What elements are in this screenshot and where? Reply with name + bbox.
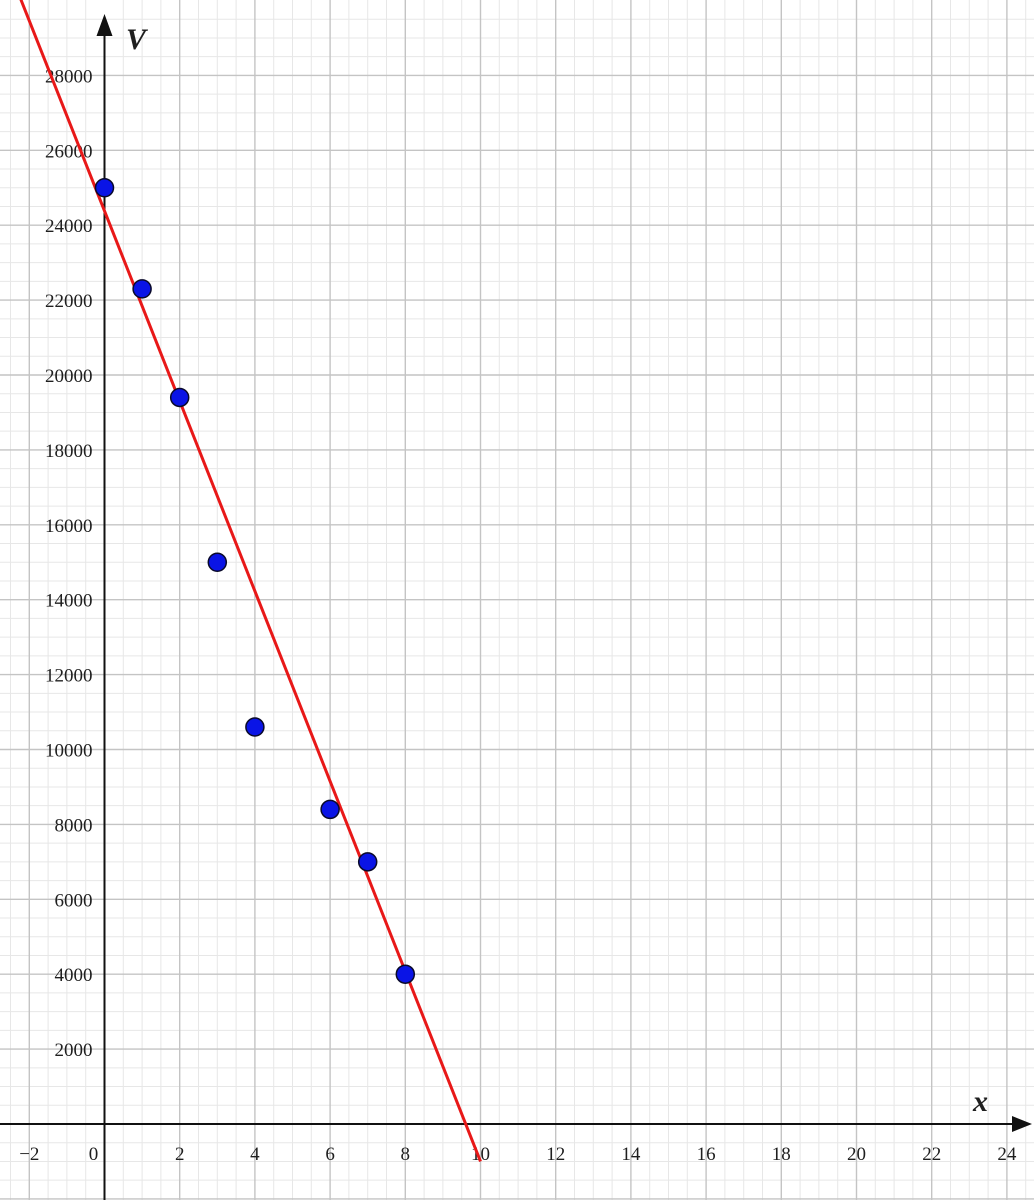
- data-point: [320, 799, 340, 820]
- x-tick-label: 2: [175, 1144, 185, 1165]
- y-tick-label: 4000: [55, 965, 93, 986]
- y-tick-label: 28000: [45, 66, 93, 87]
- tick-labels: −2 0 2 4 6 8 10 12 14 16 18 20 22 2420004000600080001…: [19, 66, 1017, 1165]
- x-tick-label: 4: [250, 1144, 260, 1165]
- y-tick-label: 8000: [55, 815, 93, 836]
- y-tick-label: 2000: [55, 1040, 93, 1061]
- data-point: [94, 178, 115, 198]
- y-tick-label: 14000: [45, 591, 93, 612]
- y-tick-label: 10000: [45, 741, 93, 762]
- x-tick-label: 12: [546, 1144, 565, 1165]
- data-point: [132, 279, 152, 299]
- x-axis-arrow-icon: [1012, 1116, 1032, 1132]
- x-tick-label: 20: [847, 1144, 866, 1165]
- x-tick-label: 24: [997, 1144, 1017, 1165]
- x-tick-label: −2: [19, 1144, 39, 1165]
- x-tick-label: 14: [621, 1144, 641, 1165]
- x-tick-label: 8: [401, 1144, 411, 1165]
- x-tick-label: 16: [697, 1144, 716, 1165]
- trend-line: [19, 0, 482, 1163]
- x-tick-label: 6: [325, 1144, 335, 1165]
- data-point: [395, 964, 416, 984]
- x-tick-label: 18: [772, 1144, 791, 1165]
- y-tick-label: 22000: [45, 291, 93, 312]
- series: [19, 0, 482, 1163]
- x-tick-label: 22: [922, 1144, 941, 1165]
- data-point: [207, 552, 228, 572]
- data-point: [357, 852, 378, 872]
- data-point: [245, 717, 265, 737]
- y-tick-label: 12000: [45, 666, 93, 687]
- data-point: [169, 387, 190, 408]
- x-tick-label: 0: [89, 1144, 99, 1165]
- y-tick-label: 16000: [45, 516, 93, 537]
- x-axis-label: x: [972, 1085, 988, 1118]
- y-tick-label: 20000: [45, 366, 93, 387]
- y-tick-label: 6000: [55, 890, 93, 911]
- y-tick-label: 18000: [45, 441, 93, 462]
- axes: [0, 14, 1032, 1200]
- y-axis-label: V: [126, 23, 149, 56]
- y-tick-label: 24000: [45, 216, 93, 237]
- y-axis-arrow-icon: [96, 14, 113, 36]
